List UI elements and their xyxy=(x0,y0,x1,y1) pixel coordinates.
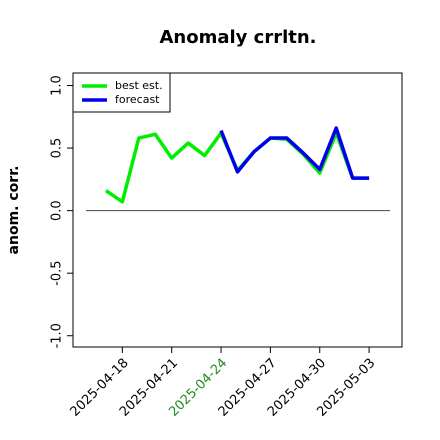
chart-title: Anomaly crrltn. xyxy=(159,27,316,48)
legend-box xyxy=(72,72,171,113)
y-tick-label: 0.5 xyxy=(50,138,65,159)
y-tick-label: 0.0 xyxy=(50,200,65,221)
legend-label: forecast xyxy=(115,93,160,106)
series-line xyxy=(219,126,370,180)
y-tick-label: -1.0 xyxy=(50,323,65,348)
y-tick-label: 1.0 xyxy=(50,75,65,96)
y-tick-label: -0.5 xyxy=(50,260,65,285)
y-axis-label: anom. corr. xyxy=(6,166,22,255)
plot-frame xyxy=(72,72,403,348)
legend-label: best est. xyxy=(115,79,163,92)
legend: best est.forecast xyxy=(72,72,171,113)
